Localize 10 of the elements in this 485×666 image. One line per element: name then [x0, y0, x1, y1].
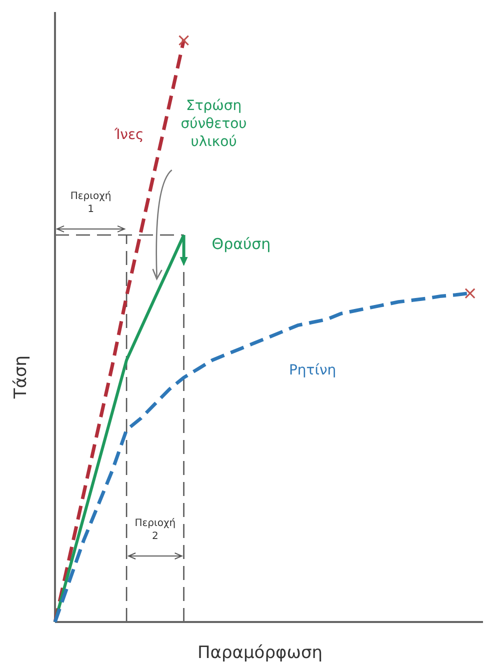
- text: Ρητίνη: [288, 362, 336, 378]
- series-label: Ίνες: [113, 126, 144, 143]
- annotation: ×: [462, 283, 478, 304]
- x-axis-title: Παραμόρφωση: [198, 643, 322, 663]
- annotation: Περιοχή 1: [70, 190, 112, 215]
- text: Στρώση σύνθετου υλικού: [180, 98, 247, 150]
- annotation: Περιοχή 2: [134, 518, 176, 542]
- y-axis-title: Τάση: [11, 355, 31, 400]
- annotation: ×: [176, 30, 192, 51]
- annotation: Θραύση: [212, 234, 271, 253]
